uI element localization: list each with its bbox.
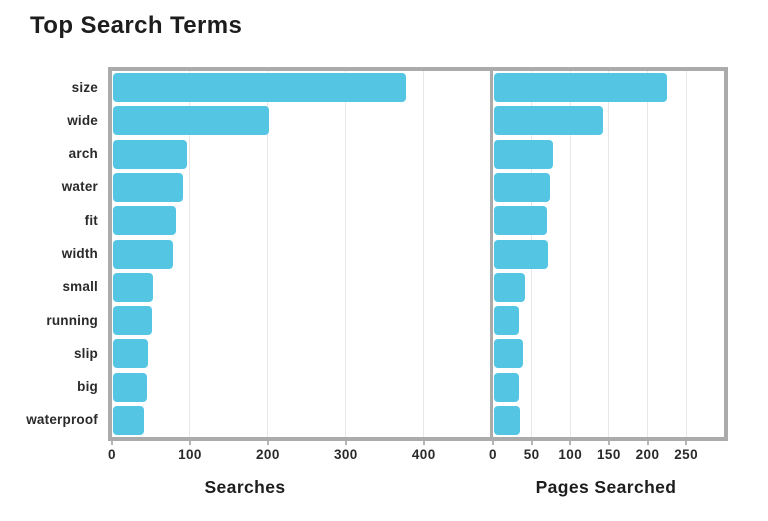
bar-running-left xyxy=(113,306,152,336)
gridline xyxy=(423,71,425,437)
gridline xyxy=(189,71,191,437)
x-axis-tick-mark xyxy=(111,441,113,445)
y-axis-category-labels: size wide arch water fit width small running sli… xyxy=(0,71,104,437)
bar-arch-left xyxy=(113,139,187,169)
category-label-running: running xyxy=(46,312,98,328)
category-label-water: water xyxy=(61,179,98,195)
category-label-size: size xyxy=(71,79,98,95)
x-tick-label: 0 xyxy=(108,447,116,462)
x-axis-tick-mark xyxy=(422,441,425,445)
x-tick-label: 200 xyxy=(256,447,280,462)
x-tick-label: 300 xyxy=(333,447,358,462)
bar-waterproof-left xyxy=(113,405,144,435)
category-label-wide: wide xyxy=(67,112,98,128)
bar-slip-left xyxy=(113,339,148,369)
x-tick-label: 0 xyxy=(489,447,497,462)
x-axis-tick-mark xyxy=(266,441,269,445)
bar-running-right xyxy=(494,306,520,336)
bar-width-right xyxy=(494,239,548,269)
x-axis-tick-mark xyxy=(344,441,347,445)
page-title: Top Search Terms xyxy=(30,12,243,39)
x-axis-tick-mark xyxy=(646,441,649,445)
bar-small-right xyxy=(494,272,525,302)
chart-frame: 0 100 200 300 400 0 50 100 150 200 250 xyxy=(108,67,728,462)
x-axis-tick-mark xyxy=(569,441,572,445)
x-tick-label: 400 xyxy=(411,447,436,462)
x-tick-label: 150 xyxy=(597,447,621,462)
gridline xyxy=(647,71,648,437)
x-tick-label: 200 xyxy=(635,447,660,462)
x-tick-label: 250 xyxy=(674,447,699,462)
bar-small-left xyxy=(113,272,153,302)
gridline xyxy=(608,71,610,437)
searches-chart-panel: 0 100 200 300 400 xyxy=(108,71,490,462)
bar-waterproof-right xyxy=(494,405,521,435)
category-label-arch: arch xyxy=(68,146,98,162)
x-axis-tick-mark xyxy=(492,441,494,445)
x-tick-label: 100 xyxy=(558,447,583,462)
category-label-width: width xyxy=(61,246,98,261)
x-tick-label: 100 xyxy=(178,447,202,462)
x-axis-tick-mark xyxy=(530,441,533,445)
bar-water-left xyxy=(113,172,183,202)
bar-arch-right xyxy=(494,139,554,169)
x-axis-tick-mark xyxy=(607,441,610,445)
x-axis-title-pages-searched: Pages Searched xyxy=(535,477,677,497)
gridline xyxy=(685,71,687,437)
gridline xyxy=(569,71,571,437)
panel-divider xyxy=(490,71,493,437)
bar-big-left xyxy=(113,372,148,402)
x-axis-title-searches: Searches xyxy=(204,477,286,497)
bar-size-left xyxy=(113,73,406,103)
pages-searched-chart-panel: 0 50 100 150 200 250 xyxy=(489,71,724,462)
bar-slip-right xyxy=(494,339,524,369)
bar-wide-right xyxy=(494,106,603,136)
category-label-slip: slip xyxy=(73,345,98,361)
bar-size-right xyxy=(494,73,667,103)
category-label-big: big xyxy=(77,379,98,395)
bar-water-right xyxy=(494,172,551,202)
gridline xyxy=(345,71,347,437)
x-axis-tick-mark xyxy=(685,441,688,445)
category-label-fit: fit xyxy=(84,212,98,228)
bar-width-left xyxy=(113,239,173,269)
bar-fit-right xyxy=(494,206,548,236)
category-label-waterproof: waterproof xyxy=(26,412,98,428)
gridline xyxy=(267,71,269,437)
category-label-small: small xyxy=(62,279,98,295)
bar-big-right xyxy=(494,372,520,402)
x-tick-label: 50 xyxy=(523,447,540,462)
x-axis-tick-mark xyxy=(188,441,191,445)
bar-wide-left xyxy=(113,106,270,136)
bar-fit-left xyxy=(113,206,176,236)
